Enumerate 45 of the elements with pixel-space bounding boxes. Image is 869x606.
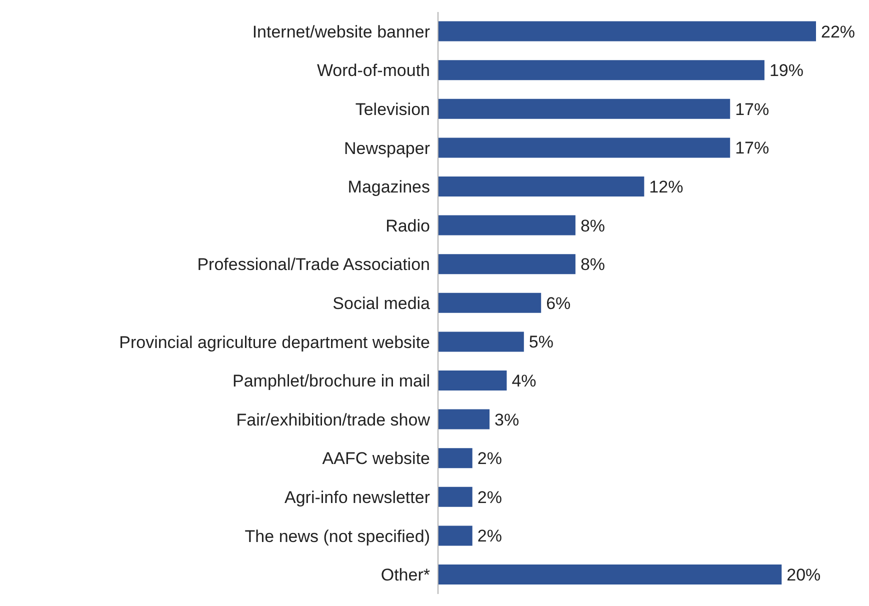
data-label: 8%	[580, 255, 606, 274]
y-tick-label: Radio	[386, 216, 430, 236]
data-label: 17%	[735, 100, 770, 119]
y-tick-label: Internet/website banner	[252, 22, 430, 42]
y-tick-label: Television	[355, 100, 430, 120]
data-label: 22%	[821, 22, 856, 42]
bar	[438, 292, 542, 313]
data-label: 8%	[580, 216, 606, 236]
data-label: 5%	[528, 332, 554, 352]
bar	[438, 176, 644, 197]
y-tick-label: Fair/exhibition/trade show	[236, 410, 431, 430]
bar	[438, 21, 816, 42]
data-label: 4%	[512, 372, 536, 391]
y-tick-label: AAFC website	[322, 449, 430, 468]
y-tick-label: Word-of-mouth	[316, 61, 430, 80]
data-label: 12%	[649, 178, 684, 197]
bar	[438, 564, 782, 585]
y-tick-label: Newspaper	[344, 138, 430, 158]
data-label: 2%	[477, 526, 502, 546]
y-tick-label: Other*	[380, 566, 430, 585]
bar	[438, 138, 730, 158]
y-tick-label: Agri-info newsletter	[284, 488, 430, 508]
bar	[438, 486, 472, 507]
data-label: 2%	[477, 449, 502, 468]
bar	[438, 409, 490, 430]
y-tick-label: Professional/Trade Association	[197, 255, 430, 274]
data-label: 6%	[546, 294, 571, 313]
bar	[438, 448, 472, 468]
y-tick-label: Magazines	[348, 178, 430, 197]
y-tick-label: Pamphlet/brochure in mail	[232, 372, 430, 391]
bar	[438, 215, 576, 236]
bar	[438, 60, 764, 80]
y-tick-label: The news (not specified)	[244, 526, 430, 546]
data-label: 20%	[786, 566, 821, 585]
bar	[438, 526, 472, 546]
data-label: 2%	[477, 488, 502, 507]
data-label: 17%	[735, 138, 770, 158]
data-label: 19%	[769, 61, 804, 80]
bar	[438, 254, 576, 274]
bar	[438, 332, 524, 352]
data-label: 3%	[494, 410, 520, 430]
bar	[438, 98, 730, 119]
y-tick-label: Provincial agriculture department website	[119, 332, 430, 352]
y-tick-label: Social media	[332, 294, 431, 314]
bar	[438, 370, 507, 391]
